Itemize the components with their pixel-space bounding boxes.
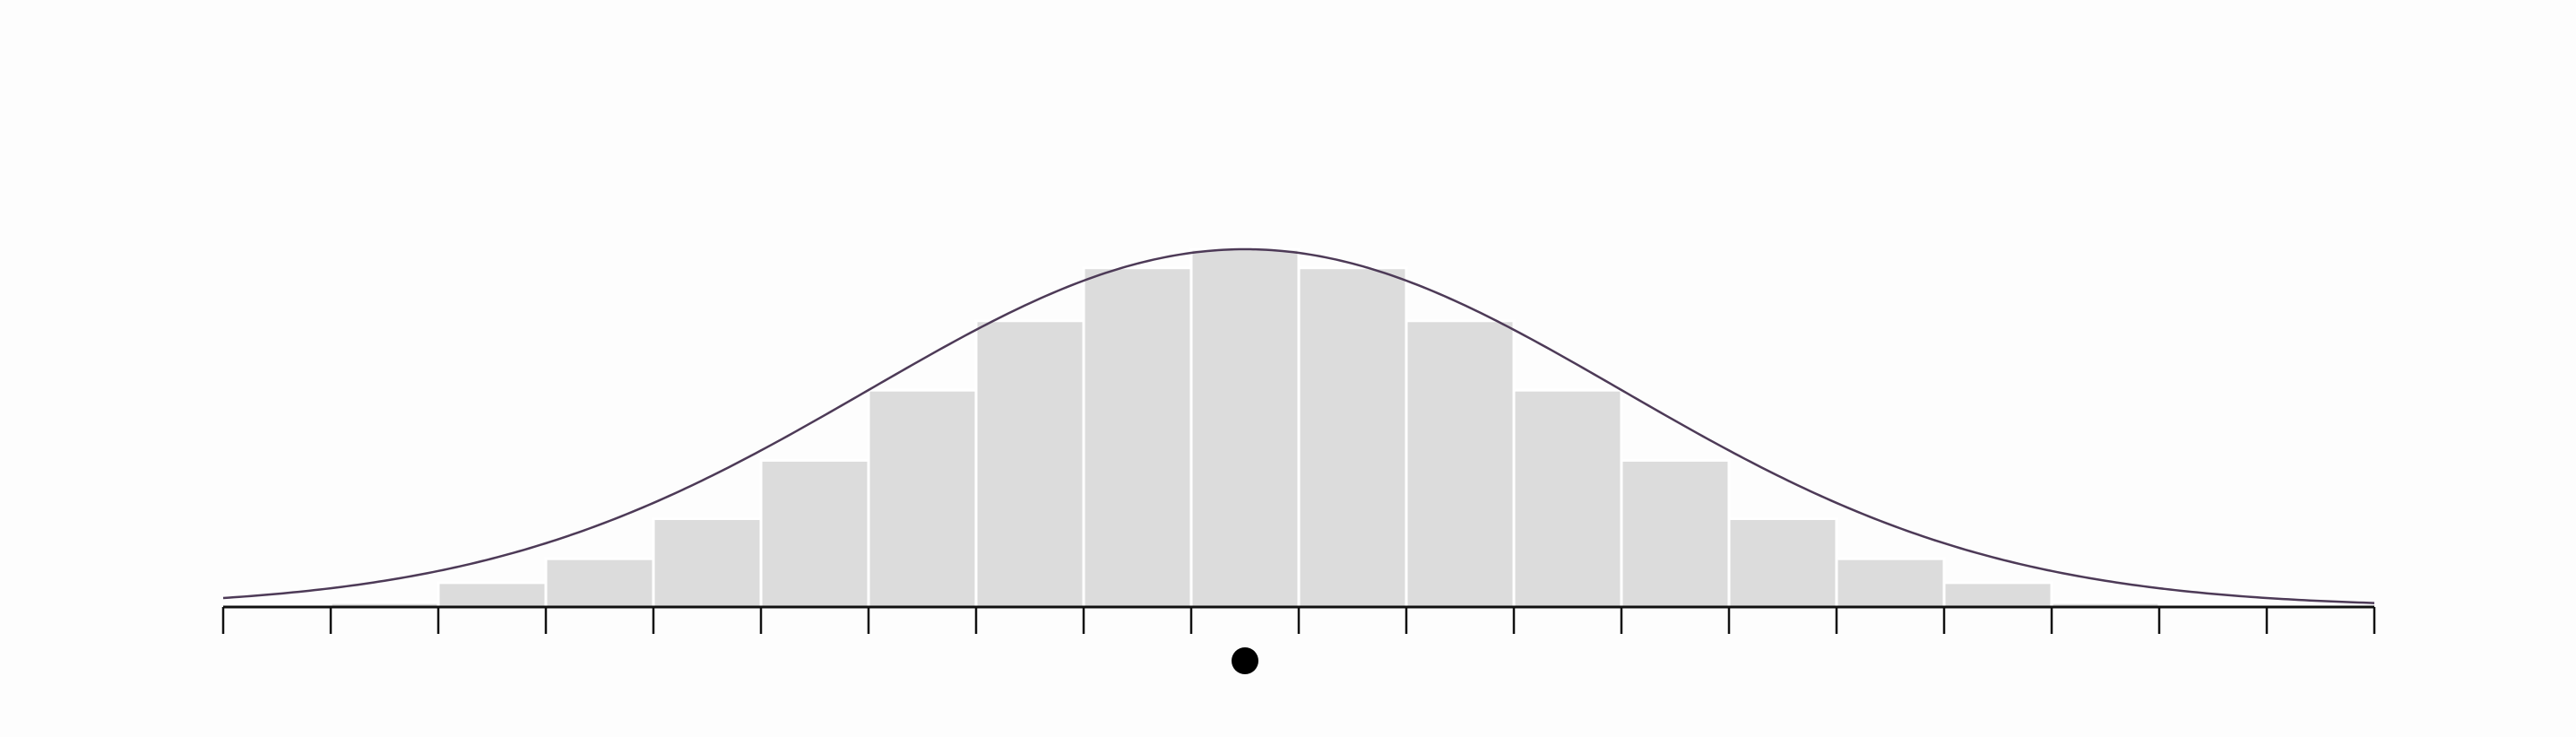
histogram-bar-2: [437, 581, 548, 609]
histogram-bar-14: [1727, 516, 1838, 609]
histogram-bar-4: [652, 516, 763, 609]
histogram-bar-9: [1189, 247, 1301, 609]
density-curve: [222, 247, 2375, 604]
histogram-bar-11: [1405, 319, 1516, 609]
histogram-bar-13: [1620, 458, 1731, 609]
histogram-bar-5: [759, 458, 870, 609]
bars-layer: [221, 247, 2376, 609]
histogram-bar-15: [1835, 557, 1946, 609]
mean-marker: [1232, 647, 1258, 674]
curve-layer: [222, 247, 2375, 604]
histogram-bar-7: [974, 319, 1085, 609]
x-axis: [221, 605, 2376, 634]
marker-layer: [1232, 647, 1258, 674]
histogram-bar-12: [1512, 388, 1623, 609]
histogram-bar-16: [1942, 581, 2053, 609]
histogram-bar-6: [867, 388, 978, 609]
histogram-bar-8: [1082, 266, 1193, 609]
histogram-bar-10: [1297, 266, 1408, 609]
histogram-bar-3: [544, 557, 655, 609]
